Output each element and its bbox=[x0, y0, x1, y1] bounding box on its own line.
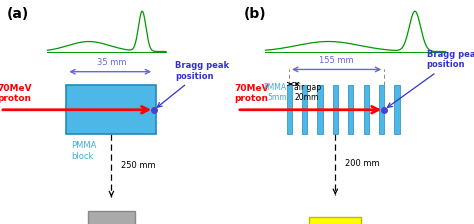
Bar bbox=[364, 85, 369, 134]
Bar bbox=[302, 85, 307, 134]
Text: 155 mm: 155 mm bbox=[319, 56, 354, 65]
Text: 35 mm: 35 mm bbox=[97, 58, 126, 67]
Text: 250 mm: 250 mm bbox=[121, 161, 155, 170]
Bar bbox=[66, 85, 156, 134]
Text: Bragg peak
position: Bragg peak position bbox=[388, 50, 474, 107]
Bar bbox=[394, 85, 400, 134]
Bar bbox=[88, 211, 135, 224]
Text: air gap
20mm: air gap 20mm bbox=[294, 83, 321, 102]
Text: 200 mm: 200 mm bbox=[345, 159, 380, 168]
Bar bbox=[333, 85, 338, 134]
Bar bbox=[317, 85, 322, 134]
Bar bbox=[348, 85, 353, 134]
Text: 70MeV
proton: 70MeV proton bbox=[235, 84, 269, 103]
Text: PMMA
5mm: PMMA 5mm bbox=[264, 83, 287, 102]
Text: PMMA
block: PMMA block bbox=[71, 141, 97, 161]
Bar bbox=[379, 85, 384, 134]
Text: Bragg peak
position: Bragg peak position bbox=[157, 61, 229, 107]
Text: 70MeV
proton: 70MeV proton bbox=[0, 84, 32, 103]
Text: (b): (b) bbox=[244, 7, 267, 21]
Text: (a): (a) bbox=[7, 7, 29, 21]
Bar bbox=[286, 85, 292, 134]
Bar bbox=[309, 217, 361, 224]
